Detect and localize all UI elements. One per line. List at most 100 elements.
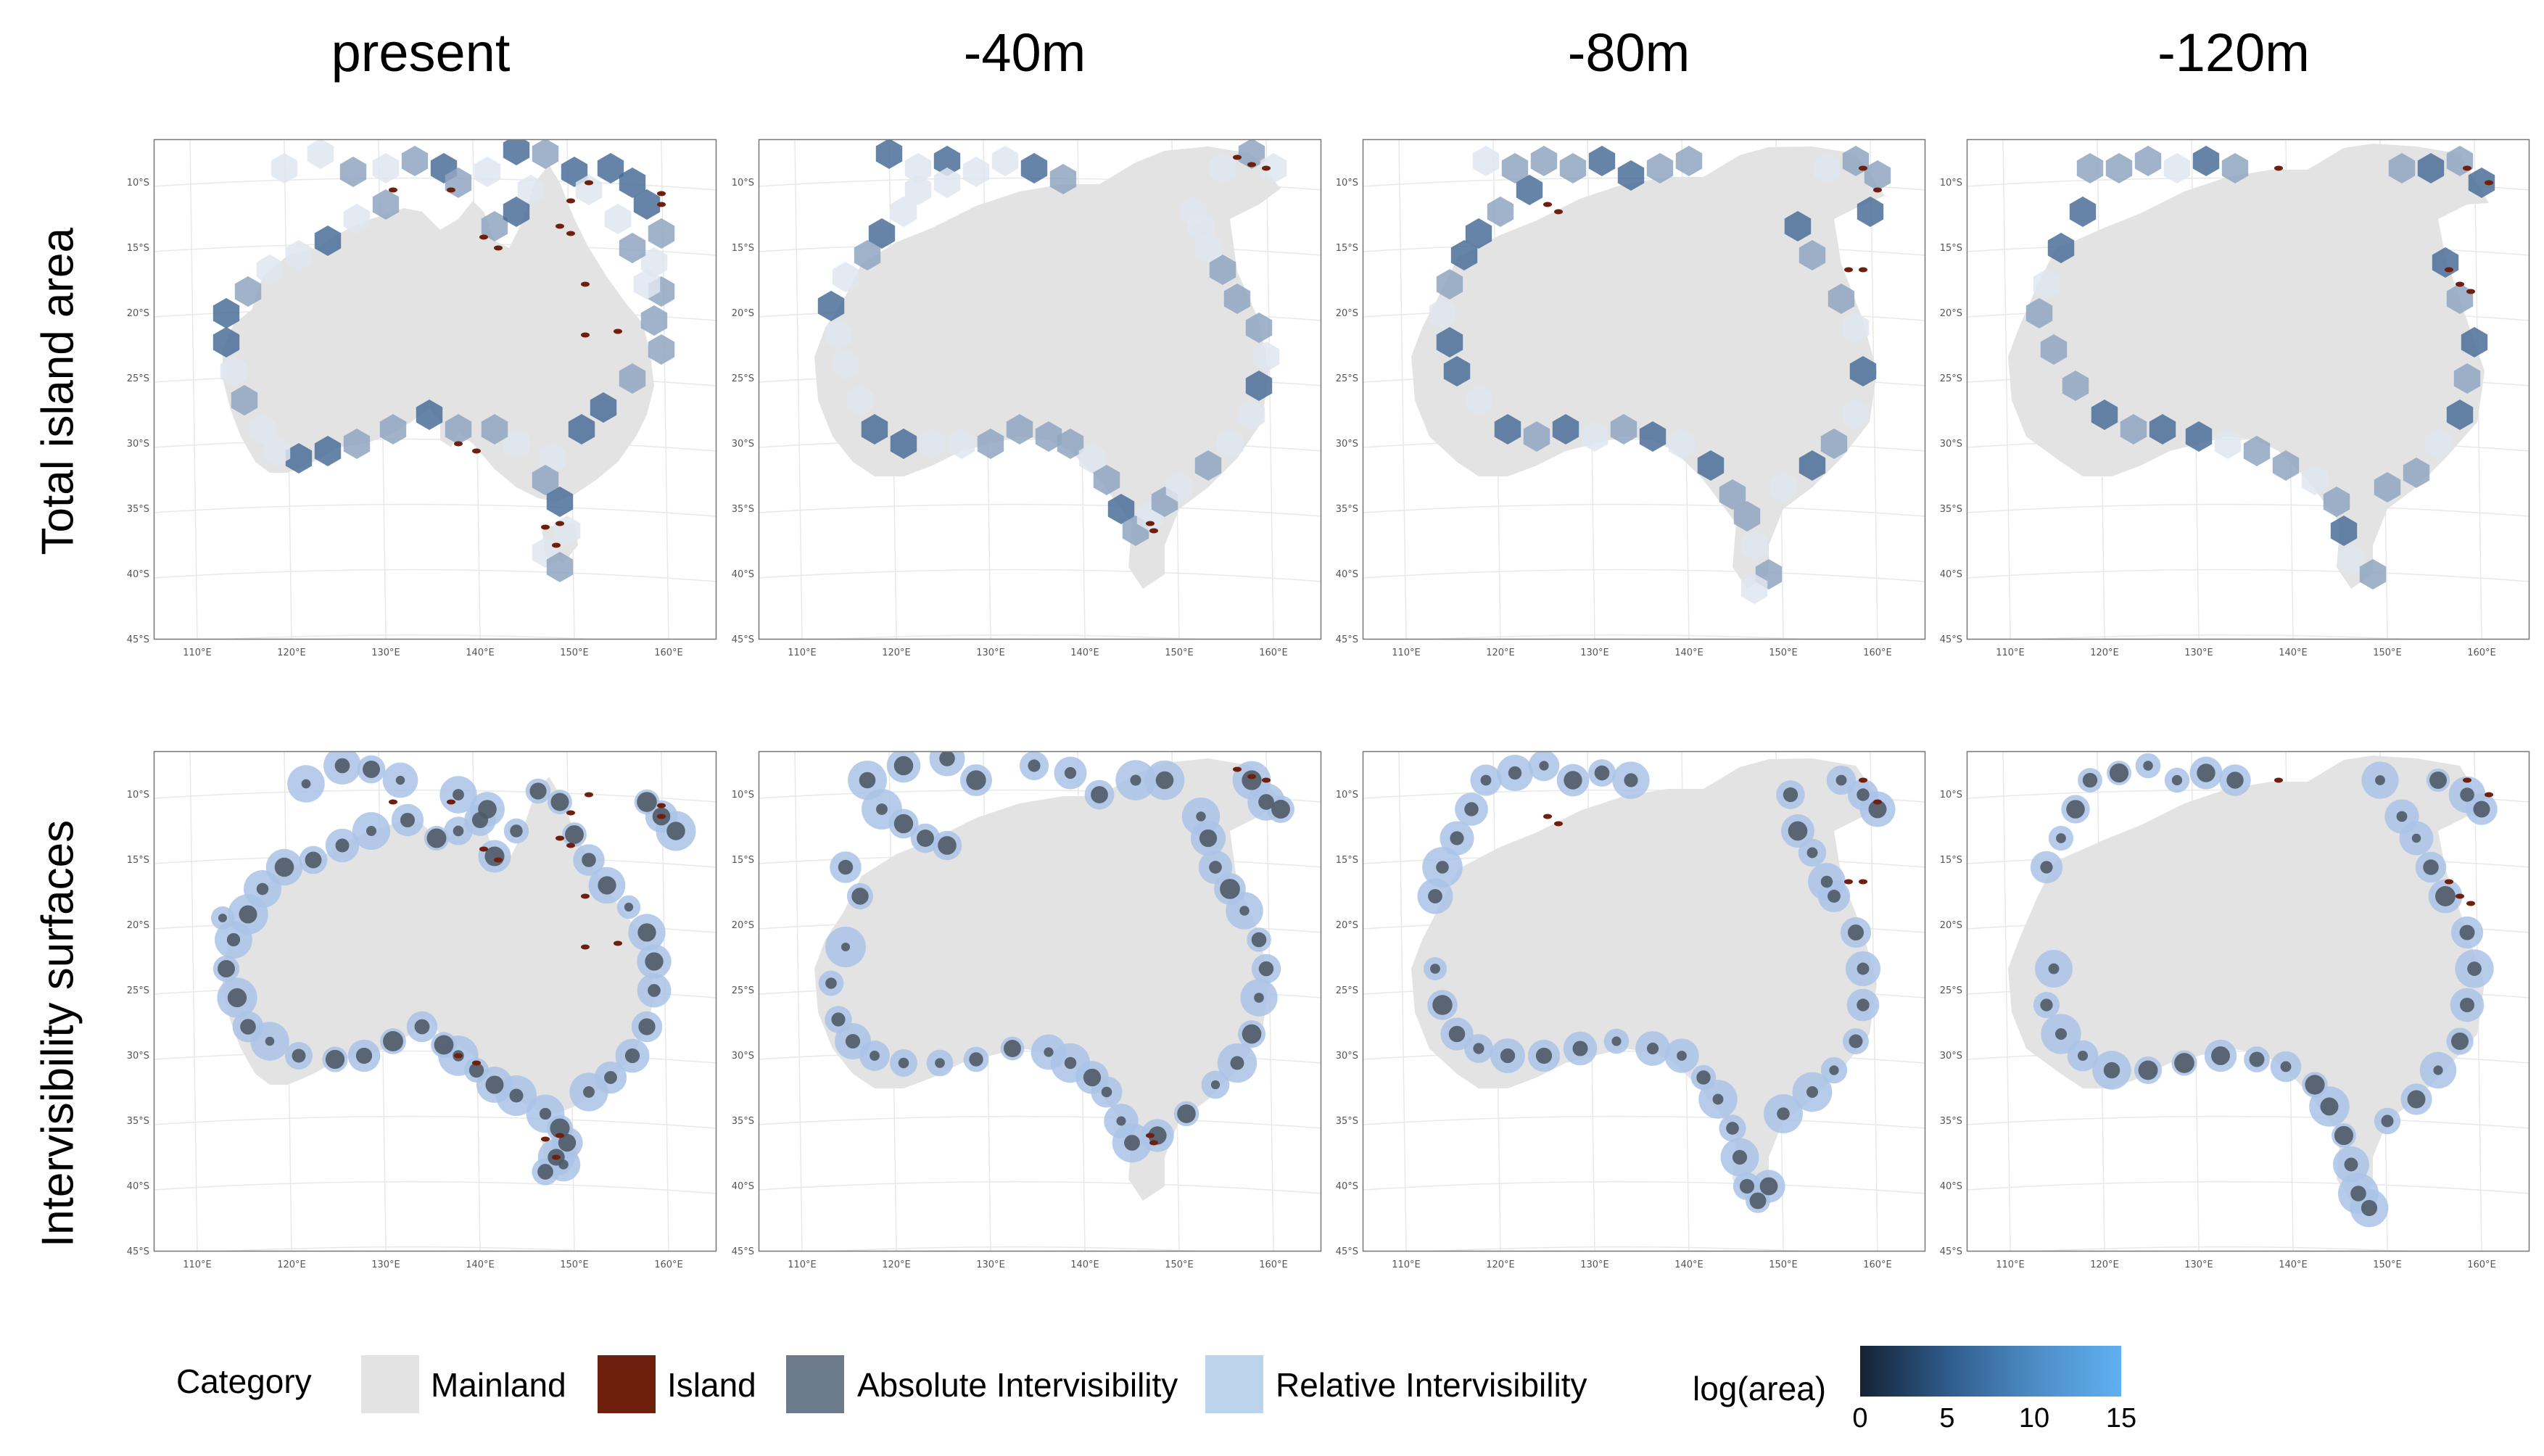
hex-cell [249,414,276,444]
panel-120m-intervisibility-lat-tick: 15°S [1940,855,1962,866]
island-shape [1262,777,1271,783]
absolute-intervisibility-zone [1239,906,1250,916]
absolute-intervisibility-zone [2320,1097,2339,1116]
panel-80m-intervisibility-lat-tick: 30°S [1336,1051,1358,1062]
mainland-shape [1411,146,1885,589]
panel-80m-intervisibility-lon-tick: 140°E [1674,1259,1703,1270]
absolute-intervisibility-zone [1696,1070,1711,1085]
absolute-intervisibility-zone [227,988,247,1008]
hex-cell [575,175,603,205]
absolute-intervisibility-zone [2429,772,2447,789]
absolute-intervisibility-zone [1199,829,1218,848]
absolute-intervisibility-zone [1028,759,1041,772]
hex-cell [1245,371,1273,401]
absolute-intervisibility-zone [2435,886,2456,906]
island-shape [1247,774,1256,779]
hex-cell [619,363,646,394]
hex-cell [2243,436,2271,466]
absolute-intervisibility-zone [1209,861,1222,874]
absolute-intervisibility-zone [239,905,257,924]
island-shape [556,521,564,526]
hex-cell [314,436,342,466]
absolute-intervisibility-zone [565,825,584,844]
hex-cell [1487,197,1514,227]
legend-gradient-tick-0: 0 [1852,1403,1868,1434]
island-shape [541,1136,550,1142]
absolute-intervisibility-zone [510,824,523,837]
hex-cell [2330,516,2358,546]
hex-cell [933,146,961,176]
island-shape [389,187,397,193]
absolute-intervisibility-zone [539,1107,552,1120]
panel-present-intervisibility: 10°S 15°S 20°S 25°S 30°S 35°S 40°S 45°S 110°E 120… [127,750,717,1270]
hex-cell [2374,472,2401,502]
panel-present-island-area-lon-tick: 150°E [560,648,589,658]
column-title-120m: -120m [2157,22,2310,83]
hex-cell [890,197,917,227]
hex-cell [2105,153,2133,183]
absolute-intervisibility-zone [1788,821,1808,841]
hex-cell [2163,153,2191,183]
hex-cell [212,298,240,328]
panel-present-intervisibility-lat-tick: 45°S [127,1246,149,1257]
absolute-intervisibility-zone [851,888,869,905]
hex-cell [904,175,932,205]
hex-cell [1784,211,1812,241]
absolute-intervisibility-zone [1116,1116,1126,1126]
absolute-intervisibility-zone [550,1118,570,1138]
absolute-intervisibility-zone [558,1159,569,1170]
hex-cell [1494,414,1521,444]
hex-cell [890,429,917,459]
hex-cell [379,414,407,444]
panel-120m-intervisibility-lat-tick: 40°S [1940,1181,1962,1192]
absolute-intervisibility-zone [1759,1177,1778,1196]
hex-cell [343,204,371,234]
absolute-intervisibility-zone [1726,1122,1739,1135]
panel-present-intervisibility-lon-tick: 160°E [654,1259,683,1270]
panel-40m-intervisibility-lon-tick: 120°E [882,1259,911,1270]
island-shape [1859,777,1867,783]
panel-present-intervisibility-lat-tick: 30°S [127,1051,149,1062]
hex-cell [503,429,530,459]
absolute-intervisibility-zone [1806,1086,1818,1098]
absolute-intervisibility-zone [2211,1046,2230,1065]
hex-cell [1093,465,1120,495]
hex-cell [372,153,400,183]
hex-cell [633,189,661,220]
panel-border [1362,138,1926,640]
panel-40m-island-area-lat-tick: 40°S [732,569,754,580]
panel-40m-island-area-lon-tick: 150°E [1165,648,1194,658]
absolute-intervisibility-zone [938,836,957,855]
hex-cell [1057,429,1084,459]
panel-80m-island-area-lon-tick: 160°E [1863,648,1892,658]
panel-80m-intervisibility-lon-tick: 150°E [1769,1259,1798,1270]
absolute-intervisibility-zone [1777,1107,1790,1120]
absolute-intervisibility-zone [1847,924,1864,941]
absolute-intervisibility-zone [2109,763,2129,783]
absolute-intervisibility-zone [939,751,955,766]
island-shape [566,810,575,816]
island-shape [1873,799,1882,805]
island-shape [541,524,550,530]
mainland-shape [2008,144,2489,589]
absolute-intervisibility-zone [1535,1047,1553,1064]
hex-cell [640,305,668,336]
absolute-intervisibility-zone [2171,774,2183,786]
island-shape [447,187,455,193]
hex-cell [1443,356,1471,386]
island-shape [2445,879,2453,885]
panel-present-intervisibility-lat-tick: 20°S [127,920,149,931]
hex-cell [481,414,508,444]
absolute-intervisibility-zone [414,1019,430,1035]
panel-present-intervisibility-lat-tick: 25°S [127,985,149,996]
absolute-intervisibility-zone [218,960,235,977]
absolute-intervisibility-zone [2411,833,2421,843]
absolute-intervisibility-zone [1258,961,1274,977]
hex-cell [2040,334,2068,365]
hex-cell [1006,414,1033,444]
absolute-intervisibility-zone [2143,761,2153,771]
hex-cell [1516,175,1543,205]
panel-present-island-area-lat-tick: 25°S [127,373,149,384]
absolute-intervisibility-zone [335,838,350,853]
island-shape [556,835,564,841]
